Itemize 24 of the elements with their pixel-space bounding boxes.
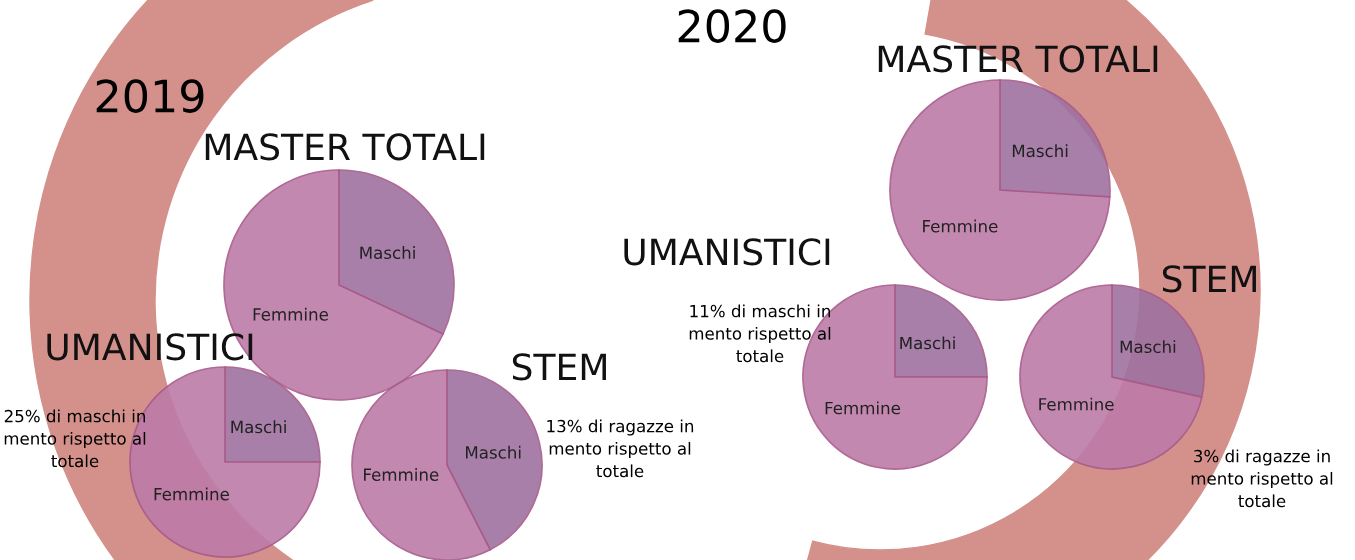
slice-label: Femmine (923, 219, 998, 233)
slice-label: Femmine (1039, 397, 1114, 411)
chart-title: MASTER TOTALI (205, 133, 485, 161)
slice-label: Maschi (1120, 340, 1176, 354)
text: 11% di maschi in mento rispetto al totale (689, 304, 831, 363)
slice-label: Femmine (253, 307, 328, 321)
chart-title: UMANISTICI (624, 238, 830, 266)
text: 2020 (678, 9, 786, 43)
chart-title: STEM (1162, 265, 1256, 293)
slice-label: Femmine (154, 487, 229, 501)
slice-label: Maschi (900, 336, 955, 350)
pie-slice (129, 366, 321, 558)
slice-label: Maschi (1012, 144, 1068, 158)
slice-label: Maschi (466, 445, 521, 459)
slice-label: Femmine (825, 401, 901, 415)
slice-label: Maschi (360, 246, 415, 260)
chart-title: MASTER TOTALI (878, 45, 1158, 73)
chart-title: STEM (512, 353, 606, 381)
slice-label: Maschi (231, 420, 286, 434)
text: 3% di ragazze in mento rispetto al totale (1191, 449, 1333, 508)
slice-label: Femmine (364, 468, 439, 481)
text: 2019 (96, 79, 204, 113)
text: 13% di ragazze in mento rispetto al totale (547, 419, 694, 478)
pie-slice (889, 79, 1111, 301)
